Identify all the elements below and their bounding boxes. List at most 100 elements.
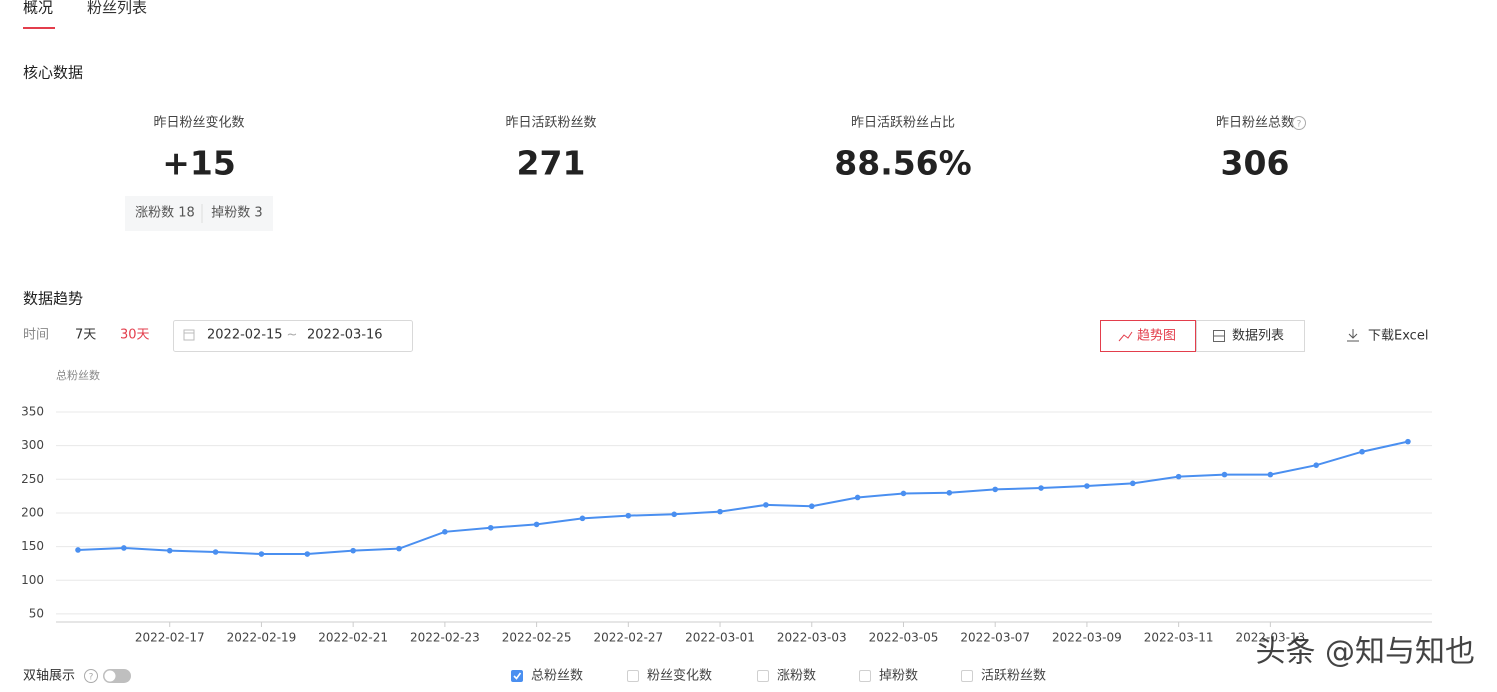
legend-checkbox[interactable] [859,670,871,682]
stat-value: 271 [517,144,586,183]
data-point [763,502,769,508]
stats: 昨日粉丝变化数 +15 昨日活跃粉丝数 271 昨日活跃粉丝占比 88.56% 昨日粉丝总数… [153,115,1294,183]
legend-checkbox[interactable] [511,670,523,682]
check-glyph [513,672,522,680]
legend-label: 掉粉数 [879,669,918,684]
trend-view-label: 趋势图 [1137,328,1176,344]
data-point [487,524,494,531]
legend-checkbox[interactable] [961,670,973,682]
download-button[interactable]: 下载Excel [1368,329,1428,344]
data-point [625,512,632,519]
x-tick-label: 2022-02-25 [502,631,572,645]
x-tick-label: 2022-03-05 [869,631,939,645]
x-tick-label: 2022-03-09 [1052,631,1122,645]
y-tick-label: 150 [21,539,44,553]
stat-value: 306 [1221,144,1290,183]
stat-value: 88.56% [834,144,971,183]
loss-count: 掉粉数 3 [211,206,262,221]
data-point [1038,485,1044,491]
data-point [854,494,861,501]
data-point [1129,480,1136,487]
date-picker[interactable] [173,320,413,352]
x-tick-label: 2022-03-11 [1144,631,1214,645]
date-separator: ~ [287,328,298,343]
legend-checkbox[interactable] [627,670,639,682]
data-point [579,515,586,522]
data-point [1175,473,1182,480]
legend-label: 粉丝变化数 [647,668,712,684]
data-point [900,490,907,497]
x-tick-label: 2022-02-23 [410,631,480,645]
dual-axis-label: 双轴展示 [23,669,75,684]
y-tick-label: 300 [21,438,44,452]
y-tick-label: 250 [21,472,44,486]
data-point [442,529,448,535]
data-point [258,551,265,557]
help-icon-glyph: ? [89,673,94,683]
data-point [717,508,723,515]
y-axis-label: 总粉丝数 [56,368,100,382]
data-point [75,547,81,553]
watermark: 头条 @知与知也 [1255,635,1475,670]
legend-label: 活跃粉丝数 [981,669,1046,684]
stat-value: +15 [162,144,236,183]
line-series [77,440,1409,556]
stat-label: 昨日粉丝总数 [1216,116,1294,131]
data-point [1084,483,1090,489]
section-title: 核心数据 [23,64,83,82]
data-point [533,521,540,528]
help-icon-glyph: ? [1297,120,1302,130]
help-icon[interactable] [84,669,98,683]
legend: 总粉丝数 粉丝变化数 涨粉数 掉粉数 活跃粉丝数 [511,668,1046,684]
x-tick-label: 2022-02-27 [593,631,663,645]
data-point [121,545,127,551]
data-point [946,489,953,496]
data-point [1405,438,1411,445]
data-point [992,486,998,493]
gain-count: 涨粉数 18 [135,206,195,221]
chart: 50 100 150 200 250 300 350 2022-02-17 2022-02-19… [21,405,1432,645]
download-icon [1347,329,1359,342]
x-tick-label: 2022-02-21 [318,631,388,645]
x-tick-label: 2022-03-01 [685,631,755,645]
date-end: 2022-03-16 [307,328,383,343]
data-point [1267,471,1274,478]
list-view-label: 数据列表 [1232,329,1284,344]
trend-view-button[interactable] [1100,320,1196,352]
x-tick-label: 2022-02-19 [227,631,297,645]
data-point [1359,448,1365,455]
data-point [1221,471,1228,478]
tab-overview[interactable]: 概况 [23,0,53,17]
tab-fans[interactable]: 粉丝列表 [87,0,147,17]
y-tick-label: 350 [21,405,44,419]
help-icon[interactable] [1292,116,1306,130]
change-detail-box [125,196,273,231]
y-tick-label: 100 [21,573,44,587]
data-point [304,551,311,557]
legend-label: 涨粉数 [777,669,816,684]
time-label: 时间 [23,328,49,343]
section-title: 数据趋势 [23,290,83,308]
range-7[interactable]: 7天 [75,328,96,343]
stat-label: 昨日粉丝变化数 [153,115,244,131]
data-point [350,547,356,554]
trend-icon [1118,331,1133,342]
calendar-icon [183,329,195,341]
data-point [808,503,815,510]
stat-label: 昨日活跃粉丝数 [505,116,596,131]
legend-label: 总粉丝数 [531,669,583,684]
legend-checkbox[interactable] [757,670,769,682]
x-tick-label: 2022-03-07 [960,631,1030,645]
x-tick-label: 2022-03-13 [1235,631,1305,645]
data-point [212,549,219,555]
data-point [1313,462,1320,468]
stat-label: 昨日活跃粉丝占比 [851,116,955,131]
x-tick-label: 2022-03-03 [777,631,847,645]
range-30[interactable]: 30天 [120,328,150,343]
date-start: 2022-02-15 [207,328,283,343]
data-point [671,511,677,518]
y-tick-label: 50 [29,606,44,620]
y-tick-label: 200 [21,505,44,519]
toggle-knob [104,670,116,682]
